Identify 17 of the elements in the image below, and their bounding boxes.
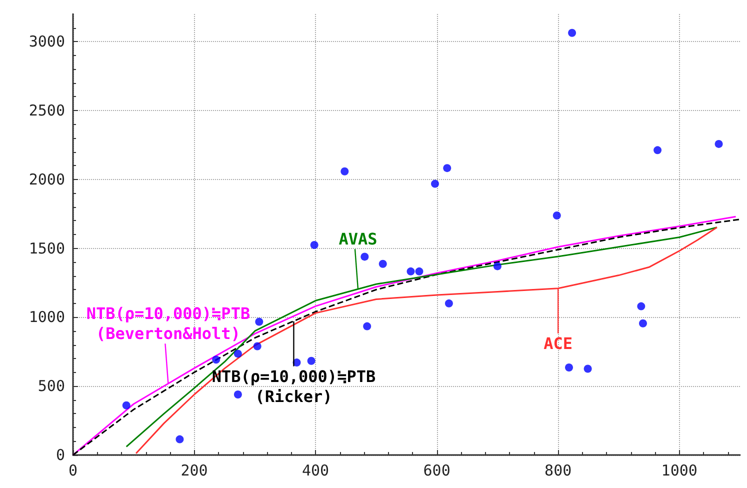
y-tick-label: 2500 — [28, 101, 65, 120]
x-tick-label: 0 — [68, 462, 78, 480]
annotation: NTB(ρ=10,000)≒PTB (Ricker) — [212, 366, 376, 406]
annotation: AVAS — [338, 230, 378, 249]
x-tick-label: 1000 — [661, 462, 698, 480]
y-tick-label: 1000 — [28, 308, 65, 326]
y-tick-label: 2000 — [28, 170, 65, 188]
y-tick-label: 0 — [56, 446, 65, 464]
annotation: NTB(ρ=10,000)≒PTB (Beverton&Holt) — [86, 304, 250, 344]
x-tick-label: 200 — [180, 462, 208, 480]
x-tick-label: 600 — [423, 462, 450, 480]
x-tick-label: 400 — [302, 462, 330, 480]
x-tick-label: 800 — [544, 462, 572, 480]
y-tick-label: 1500 — [28, 239, 65, 258]
annotation: ACE — [544, 334, 573, 353]
y-tick-label: 3000 — [28, 32, 65, 51]
y-tick-label: 500 — [38, 377, 65, 396]
